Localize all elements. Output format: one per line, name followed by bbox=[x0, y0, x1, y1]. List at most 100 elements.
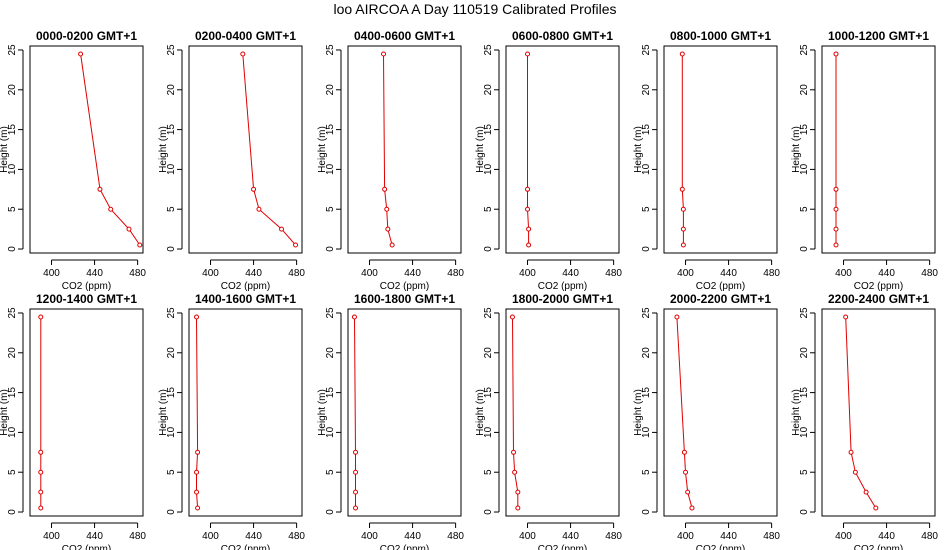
y-tick-label: 5 bbox=[483, 469, 494, 475]
panel-title: 0200-0400 GMT+1 bbox=[195, 29, 296, 43]
data-point bbox=[97, 186, 103, 192]
y-axis-label: Height (m) bbox=[0, 126, 10, 173]
data-point bbox=[515, 505, 521, 511]
profile-line bbox=[512, 316, 519, 508]
panel-title: 0000-0200 GMT+1 bbox=[36, 29, 137, 43]
y-tick-label: 20 bbox=[641, 347, 652, 359]
y-tick-label: 20 bbox=[325, 84, 336, 96]
data-point bbox=[525, 206, 531, 212]
y-tick-label: 25 bbox=[325, 44, 336, 56]
y-tick-label: 5 bbox=[799, 206, 810, 212]
x-axis-label: CO2 (ppm) bbox=[380, 281, 429, 292]
panel-title: 1600-1800 GMT+1 bbox=[354, 292, 455, 306]
data-point bbox=[833, 206, 839, 212]
y-tick-label: 25 bbox=[641, 307, 652, 319]
data-point bbox=[833, 242, 839, 248]
data-point bbox=[509, 314, 515, 320]
y-tick-label: 20 bbox=[483, 84, 494, 96]
profile-panel: 1600-1800 GMT+1 400 440 480 CO2 (ppm) 0 5 10 15 2… bbox=[317, 292, 464, 550]
data-point bbox=[511, 449, 517, 455]
data-point bbox=[194, 314, 200, 320]
x-axis-label: CO2 (ppm) bbox=[696, 544, 745, 550]
profile-line bbox=[80, 53, 141, 246]
data-point bbox=[240, 51, 246, 57]
y-tick-label: 15 bbox=[166, 387, 177, 399]
y-tick-label: 20 bbox=[483, 347, 494, 359]
x-tick-label: 400 bbox=[361, 268, 378, 279]
y-tick-label: 0 bbox=[641, 509, 652, 515]
x-axis-label: CO2 (ppm) bbox=[854, 544, 903, 550]
y-tick-label: 20 bbox=[641, 84, 652, 96]
y-tick-label: 25 bbox=[7, 307, 18, 319]
y-tick-label: 5 bbox=[483, 206, 494, 212]
data-point bbox=[680, 206, 686, 212]
y-tick-label: 0 bbox=[799, 246, 810, 252]
profile-line bbox=[196, 316, 199, 509]
profile-panel: 0800-1000 GMT+1 400 440 480 CO2 (ppm) 0 5 10 15 2… bbox=[633, 29, 780, 292]
y-tick-label: 25 bbox=[799, 44, 810, 56]
x-tick-label: 480 bbox=[763, 268, 780, 279]
y-tick-label: 25 bbox=[325, 307, 336, 319]
panel-title: 0400-0600 GMT+1 bbox=[354, 29, 455, 43]
profile-panel: 2200-2400 GMT+1 400 440 480 CO2 (ppm) 0 5 10 15 2… bbox=[791, 292, 938, 550]
data-point bbox=[683, 469, 689, 475]
y-tick-label: 10 bbox=[7, 163, 18, 175]
x-axis-label: CO2 (ppm) bbox=[62, 544, 111, 550]
data-point bbox=[863, 489, 869, 495]
plot-frame bbox=[347, 308, 462, 517]
x-tick-label: 440 bbox=[404, 268, 421, 279]
data-point bbox=[137, 242, 143, 248]
x-tick-label: 400 bbox=[519, 268, 536, 279]
data-point bbox=[525, 186, 531, 192]
data-point bbox=[108, 206, 114, 212]
plot-frame bbox=[347, 45, 462, 254]
data-point bbox=[38, 505, 44, 511]
y-tick-label: 5 bbox=[7, 206, 18, 212]
y-axis-label: Height (m) bbox=[475, 389, 486, 436]
y-tick-label: 10 bbox=[7, 426, 18, 438]
y-tick-label: 25 bbox=[799, 307, 810, 319]
x-tick-label: 400 bbox=[43, 268, 60, 279]
data-point bbox=[38, 314, 44, 320]
profile-line bbox=[681, 54, 684, 245]
data-point bbox=[385, 226, 391, 232]
y-axis-label: Height (m) bbox=[633, 126, 644, 173]
data-point bbox=[833, 226, 839, 232]
y-tick-label: 10 bbox=[166, 163, 177, 175]
x-tick-label: 480 bbox=[447, 268, 464, 279]
data-point bbox=[526, 242, 532, 248]
profile-line bbox=[354, 316, 356, 508]
y-tick-label: 10 bbox=[325, 163, 336, 175]
profile-line bbox=[676, 316, 693, 509]
plot-frame bbox=[505, 45, 620, 254]
profile-panel: 2000-2200 GMT+1 400 440 480 CO2 (ppm) 0 5 10 15 2… bbox=[633, 292, 780, 550]
data-point bbox=[251, 186, 257, 192]
y-axis-label: Height (m) bbox=[475, 126, 486, 173]
x-tick-label: 480 bbox=[921, 531, 938, 542]
plot-frame bbox=[29, 45, 144, 254]
y-tick-label: 20 bbox=[799, 84, 810, 96]
plot-frame bbox=[188, 308, 303, 517]
x-tick-label: 400 bbox=[677, 268, 694, 279]
profile-line bbox=[845, 316, 877, 509]
y-tick-label: 10 bbox=[641, 163, 652, 175]
data-point bbox=[389, 242, 395, 248]
x-tick-label: 400 bbox=[835, 531, 852, 542]
profile-panel: 1000-1200 GMT+1 400 440 480 CO2 (ppm) 0 5 10 15 2… bbox=[791, 29, 938, 292]
data-point bbox=[679, 51, 685, 57]
plot-frame bbox=[505, 308, 620, 517]
y-axis-label: Height (m) bbox=[633, 389, 644, 436]
x-axis-label: CO2 (ppm) bbox=[854, 281, 903, 292]
data-point bbox=[848, 449, 854, 455]
data-point bbox=[384, 206, 390, 212]
y-tick-label: 0 bbox=[7, 509, 18, 515]
x-tick-label: 440 bbox=[878, 268, 895, 279]
data-point bbox=[382, 186, 388, 192]
y-tick-label: 20 bbox=[7, 84, 18, 96]
data-point bbox=[353, 505, 359, 511]
data-point bbox=[526, 226, 532, 232]
panel-title: 1800-2000 GMT+1 bbox=[512, 292, 613, 306]
data-point bbox=[194, 469, 200, 475]
y-tick-label: 10 bbox=[483, 426, 494, 438]
